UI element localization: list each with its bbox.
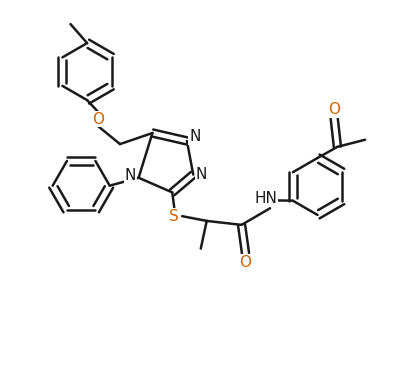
Text: O: O	[92, 112, 104, 127]
Text: N: N	[189, 130, 200, 145]
Text: N: N	[125, 168, 136, 183]
Text: S: S	[169, 209, 179, 224]
Text: HN: HN	[255, 191, 278, 206]
Text: O: O	[328, 102, 340, 117]
Text: O: O	[240, 255, 251, 270]
Text: N: N	[196, 167, 207, 182]
